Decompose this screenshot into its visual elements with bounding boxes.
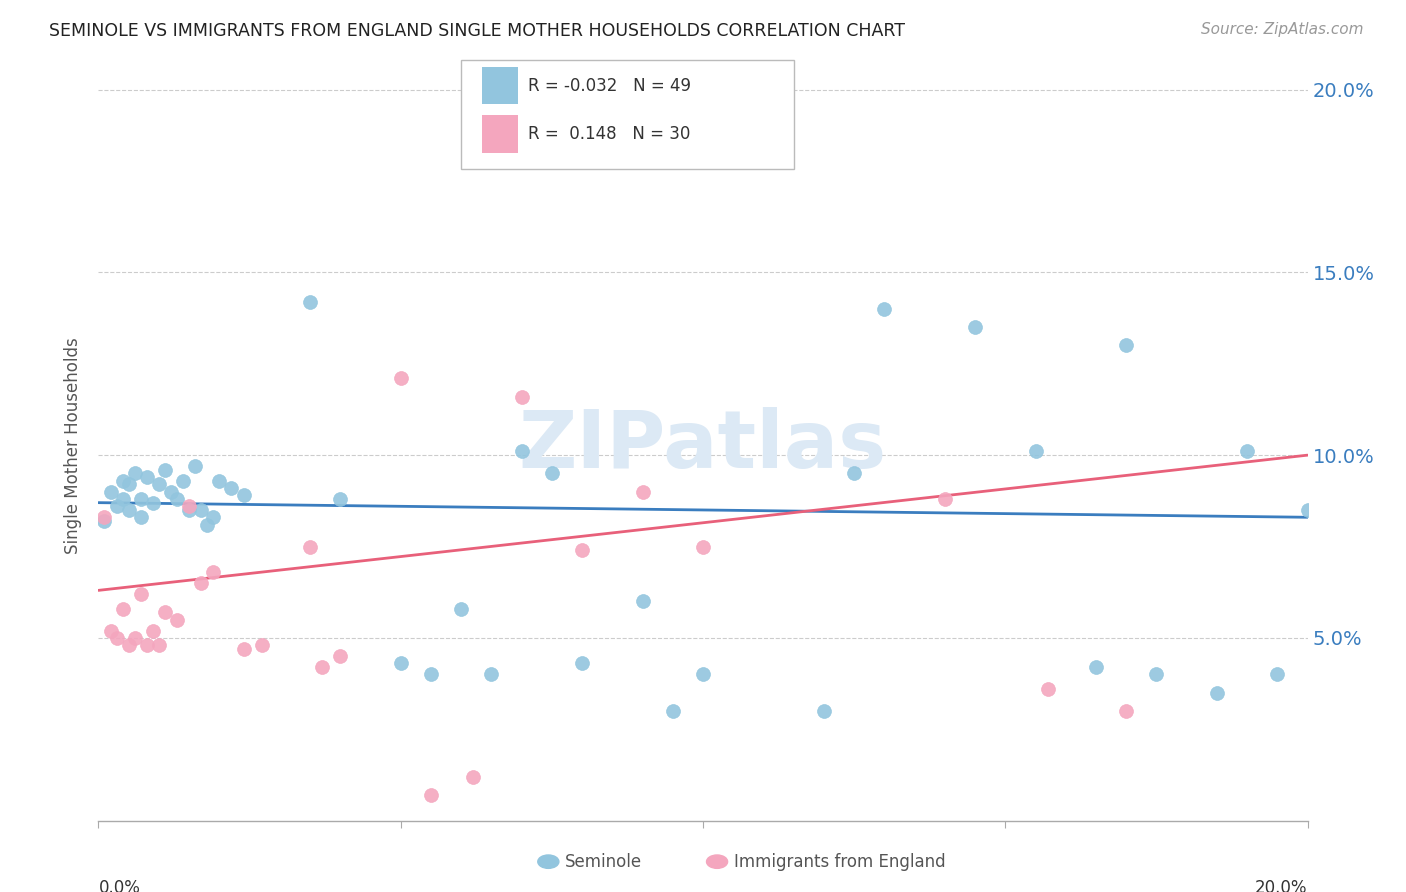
Point	[153, 605, 176, 619]
Point	[873, 301, 896, 316]
Text: R =  0.148   N = 30: R = 0.148 N = 30	[527, 125, 690, 143]
Point	[389, 657, 412, 671]
Y-axis label: Single Mother Households: Single Mother Households	[65, 338, 83, 554]
Point	[208, 474, 231, 488]
Point	[111, 474, 134, 488]
Point	[1296, 503, 1319, 517]
Point	[540, 467, 562, 481]
Point	[329, 649, 352, 664]
Point	[202, 565, 225, 579]
Point	[813, 704, 835, 718]
Point	[692, 667, 714, 681]
Point	[118, 503, 141, 517]
Text: Immigrants from England: Immigrants from England	[734, 853, 946, 871]
Point	[1115, 338, 1137, 352]
Point	[111, 601, 134, 615]
Point	[1206, 686, 1229, 700]
Text: R = -0.032   N = 49: R = -0.032 N = 49	[527, 77, 690, 95]
Point	[129, 510, 152, 524]
Point	[631, 594, 654, 608]
Point	[1267, 667, 1289, 681]
Point	[420, 667, 443, 681]
Point	[1085, 660, 1108, 674]
Text: Source: ZipAtlas.com: Source: ZipAtlas.com	[1201, 22, 1364, 37]
Point	[232, 488, 254, 502]
Point	[329, 491, 352, 506]
Point	[148, 477, 170, 491]
Point	[510, 390, 533, 404]
Point	[1144, 667, 1167, 681]
Point	[844, 467, 866, 481]
FancyBboxPatch shape	[482, 67, 517, 104]
Point	[631, 484, 654, 499]
Point	[250, 638, 273, 652]
Point	[118, 477, 141, 491]
Point	[166, 491, 188, 506]
Point	[1236, 444, 1258, 458]
Point	[148, 638, 170, 652]
Point	[190, 503, 212, 517]
Point	[311, 660, 333, 674]
Point	[93, 510, 115, 524]
Point	[179, 503, 201, 517]
Point	[571, 657, 593, 671]
Point	[142, 496, 165, 510]
Point	[129, 587, 152, 601]
Point	[166, 613, 188, 627]
FancyBboxPatch shape	[461, 60, 793, 169]
Point	[299, 294, 322, 309]
Point	[118, 638, 141, 652]
Point	[450, 601, 472, 615]
Point	[129, 491, 152, 506]
Point	[153, 463, 176, 477]
Point	[389, 371, 412, 385]
Point	[1115, 704, 1137, 718]
Point	[142, 624, 165, 638]
FancyBboxPatch shape	[482, 115, 517, 153]
Point	[481, 667, 503, 681]
Point	[934, 491, 956, 506]
Point	[124, 467, 146, 481]
Point	[510, 444, 533, 458]
Text: Seminole: Seminole	[565, 853, 643, 871]
Point	[195, 517, 218, 532]
Point	[179, 500, 201, 514]
Point	[105, 631, 128, 645]
Point	[692, 540, 714, 554]
Point	[299, 540, 322, 554]
Point	[1024, 444, 1046, 458]
Point	[190, 576, 212, 591]
Point	[184, 459, 207, 474]
Point	[221, 481, 243, 495]
Point	[160, 484, 183, 499]
Point	[135, 638, 157, 652]
Point	[202, 510, 225, 524]
Point	[571, 543, 593, 558]
Point	[93, 514, 115, 528]
Point	[100, 624, 122, 638]
Point	[124, 631, 146, 645]
Point	[232, 641, 254, 656]
Point	[661, 704, 683, 718]
Point	[135, 470, 157, 484]
Point	[1036, 681, 1059, 696]
Point	[965, 320, 987, 334]
Text: SEMINOLE VS IMMIGRANTS FROM ENGLAND SINGLE MOTHER HOUSEHOLDS CORRELATION CHART: SEMINOLE VS IMMIGRANTS FROM ENGLAND SING…	[49, 22, 905, 40]
Point	[105, 500, 128, 514]
Point	[172, 474, 194, 488]
Point	[111, 491, 134, 506]
Text: ZIPatlas: ZIPatlas	[519, 407, 887, 485]
Text: 0.0%: 0.0%	[98, 880, 141, 892]
Point	[100, 484, 122, 499]
Text: 20.0%: 20.0%	[1256, 880, 1308, 892]
Point	[420, 788, 443, 802]
Point	[463, 770, 485, 784]
